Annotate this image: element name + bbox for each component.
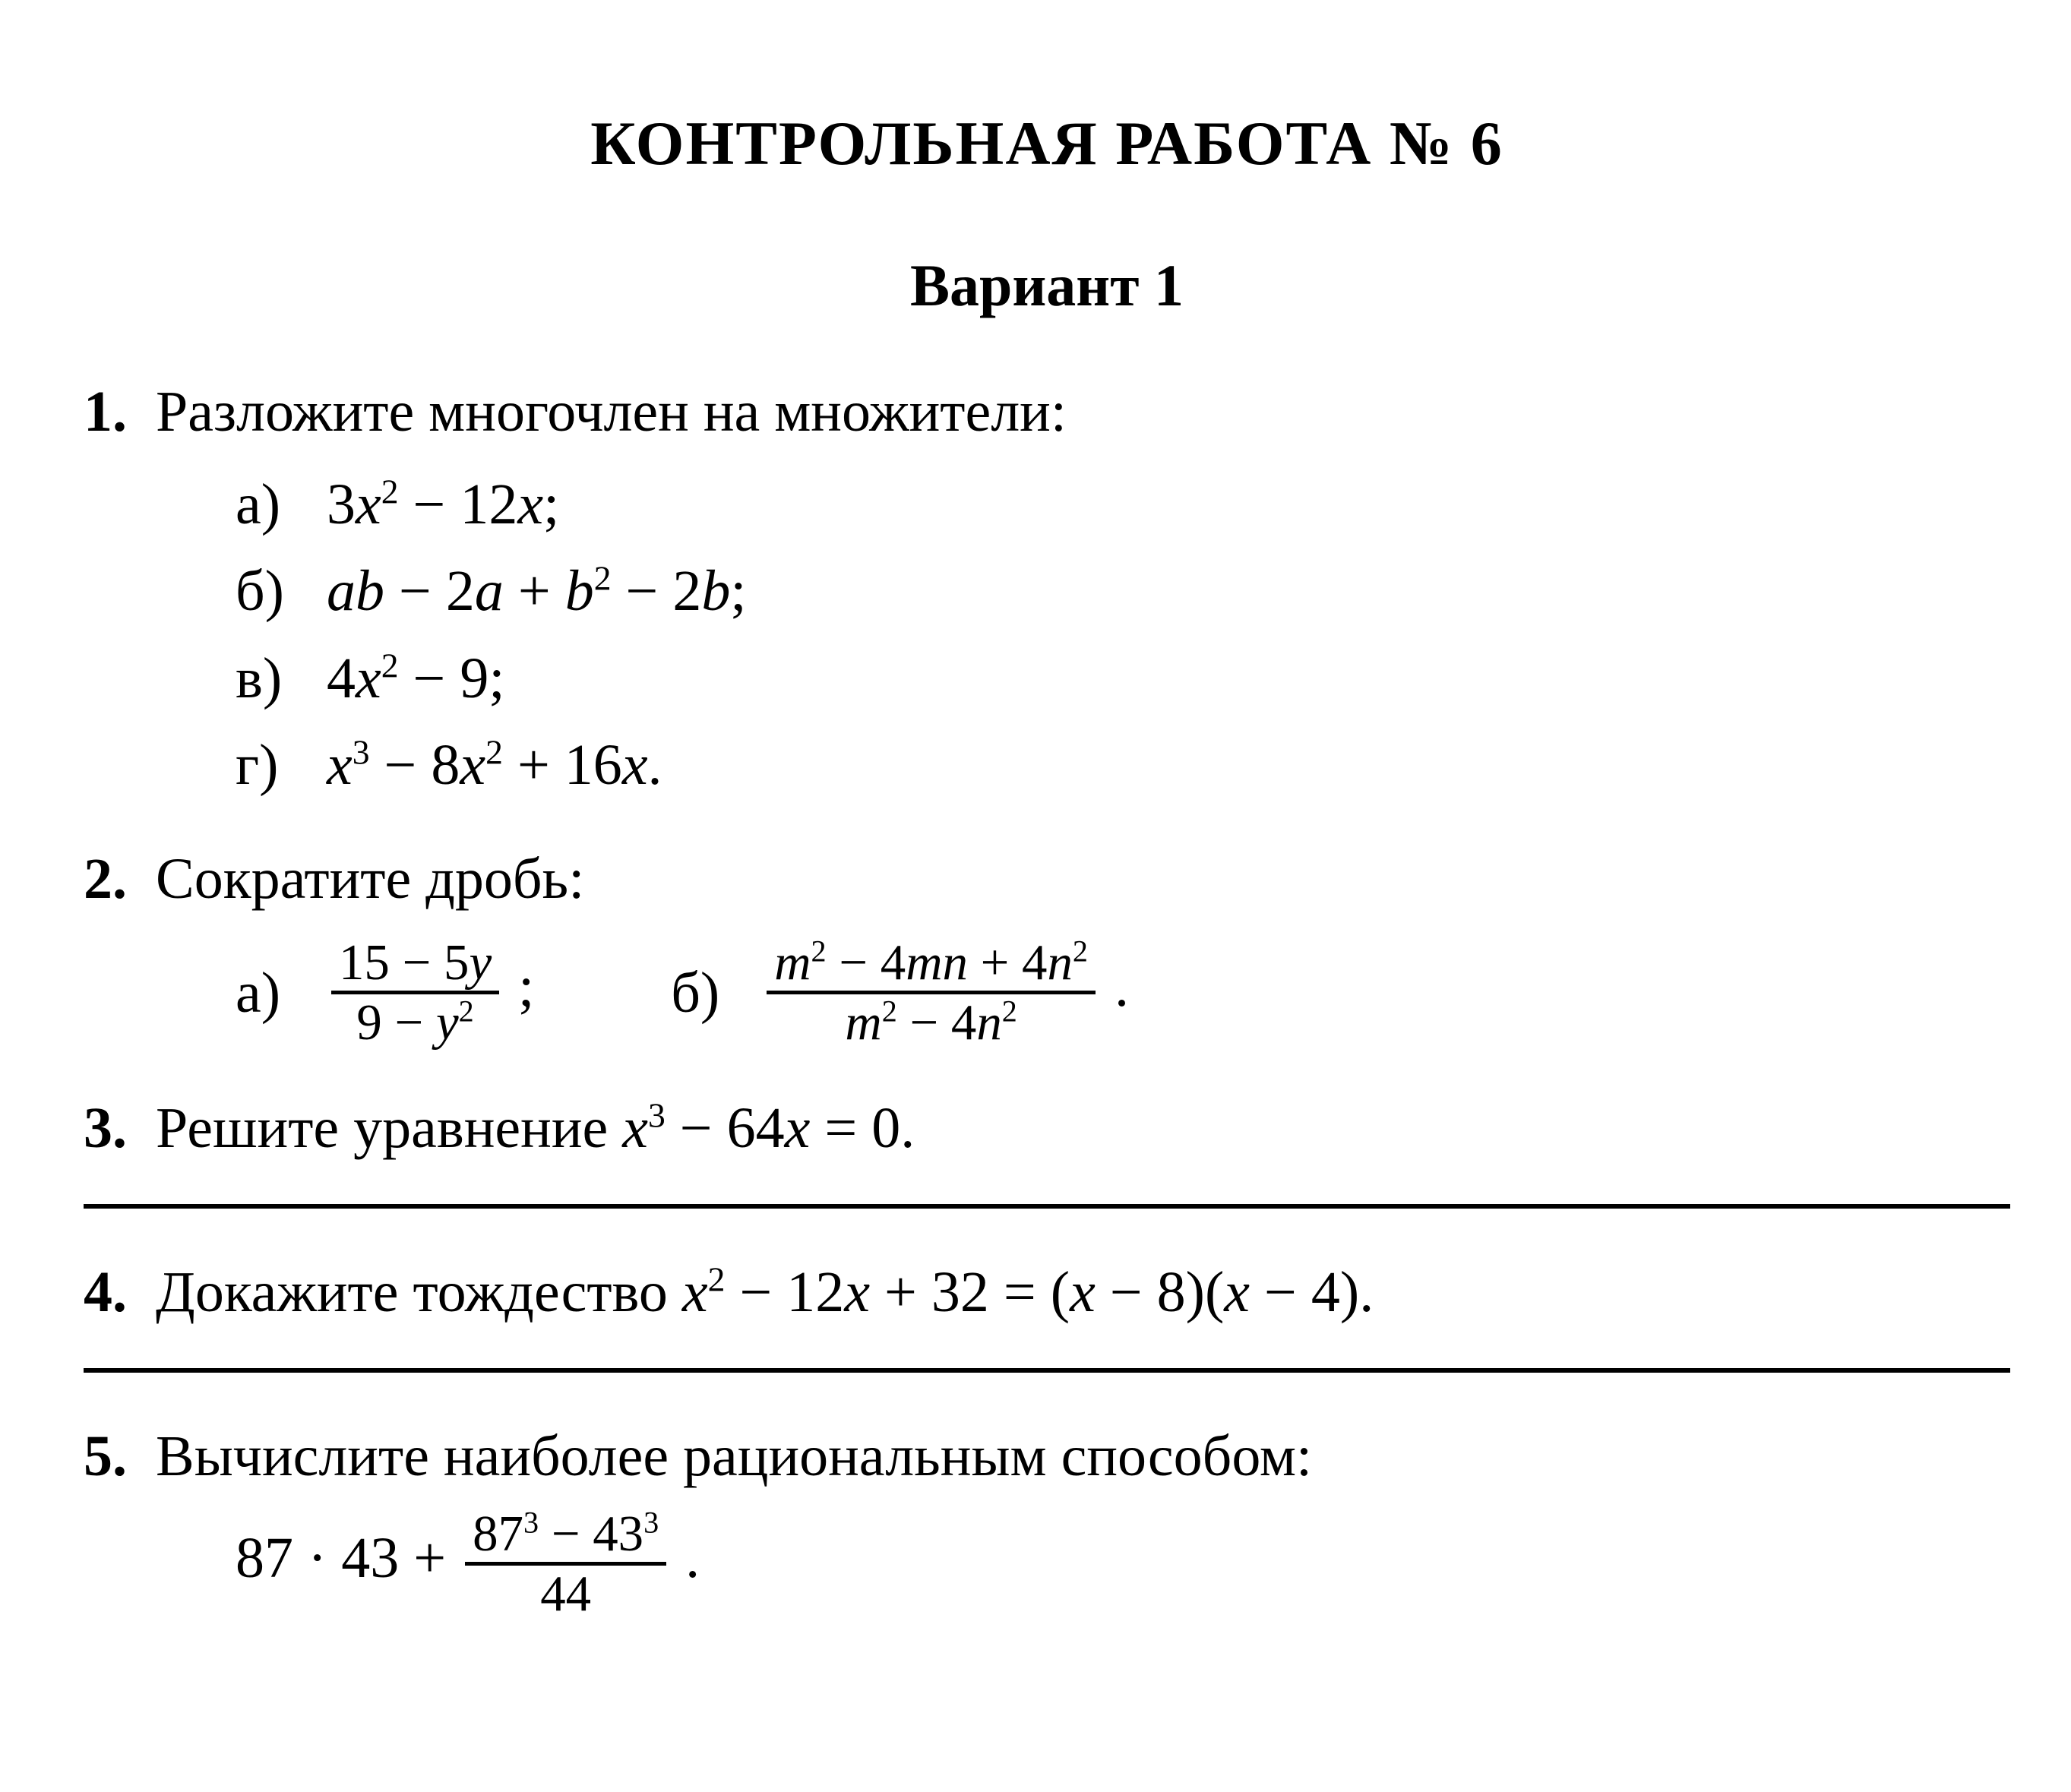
task-2b-label: б) — [671, 951, 762, 1035]
task-2b-numerator: m2 − 4mn + 4n2 — [767, 936, 1096, 989]
task-5-denominator: 44 — [533, 1567, 599, 1620]
task-4-text: Докажите тождество x2 − 12x + 32 = (x − … — [156, 1250, 1374, 1334]
task-1a-label: а) — [236, 463, 327, 546]
task-1b-label: б) — [236, 549, 327, 633]
task-4-number: 4. — [84, 1250, 156, 1334]
task-5-number: 5. — [84, 1414, 156, 1498]
variant-subtitle: Вариант 1 — [84, 242, 2010, 328]
task-5-numerator: 873 − 433 — [465, 1507, 666, 1560]
task-4-prefix: Докажите тождество — [156, 1260, 682, 1324]
task-2b-after: . — [1115, 955, 1129, 1019]
task-3-number: 3. — [84, 1086, 156, 1170]
task-1a-expr: 3x2 − 12x; — [327, 463, 559, 546]
divider-rule — [84, 1368, 2010, 1373]
task-2a-after: ; — [518, 955, 534, 1019]
task-5-text: Вычислите наиболее рациональным способом… — [156, 1414, 1312, 1498]
task-3-expr: x3 − 64x = 0. — [622, 1096, 915, 1160]
task-1v-label: в) — [236, 637, 327, 720]
task-2-text: Сократите дробь: — [156, 837, 584, 921]
task-5-expr: 87 · 43 + 873 − 433 44 . — [236, 1507, 700, 1620]
task-1-text: Разложите многочлен на множители: — [156, 370, 1067, 454]
task-2a-denominator: 9 − y2 — [349, 996, 481, 1049]
task-5: 5. Вычислите наиболее рациональным спосо… — [84, 1414, 2010, 1621]
task-2: 2. Сократите дробь: а) 15 − 5y 9 − y2 ; — [84, 837, 2010, 1056]
task-3-text: Решите уравнение x3 − 64x = 0. — [156, 1086, 915, 1170]
task-1b-expr: ab − 2a + b2 − 2b; — [327, 549, 747, 633]
task-2a-numerator: 15 − 5y — [331, 936, 499, 989]
task-2a-label: а) — [236, 951, 327, 1035]
task-3-prefix: Решите уравнение — [156, 1096, 622, 1160]
task-1-number: 1. — [84, 370, 156, 454]
task-2b-denominator: m2 − 4n2 — [837, 996, 1024, 1049]
task-4-expr: x2 − 12x + 32 = (x − 8)(x − 4). — [682, 1260, 1374, 1324]
task-1: 1. Разложите многочлен на множители: а) … — [84, 370, 2010, 807]
task-5-after: . — [685, 1526, 700, 1590]
page-title: КОНТРОЛЬНАЯ РАБОТА № 6 — [84, 99, 2010, 189]
task-2a-expr: 15 − 5y 9 − y2 ; — [327, 936, 534, 1049]
task-2b-expr: m2 − 4mn + 4n2 m2 − 4n2 . — [762, 936, 1129, 1049]
task-3: 3. Решите уравнение x3 − 64x = 0. — [84, 1086, 2010, 1170]
task-1g-expr: x3 − 8x2 + 16x. — [327, 723, 662, 807]
task-2-number: 2. — [84, 837, 156, 921]
math-worksheet-page: КОНТРОЛЬНАЯ РАБОТА № 6 Вариант 1 1. Разл… — [0, 0, 2071, 1792]
task-5-before: 87 · 43 + — [236, 1526, 460, 1590]
task-4: 4. Докажите тождество x2 − 12x + 32 = (x… — [84, 1250, 2010, 1334]
task-1g-label: г) — [236, 723, 327, 807]
divider-rule — [84, 1204, 2010, 1209]
task-1v-expr: 4x2 − 9; — [327, 637, 505, 720]
